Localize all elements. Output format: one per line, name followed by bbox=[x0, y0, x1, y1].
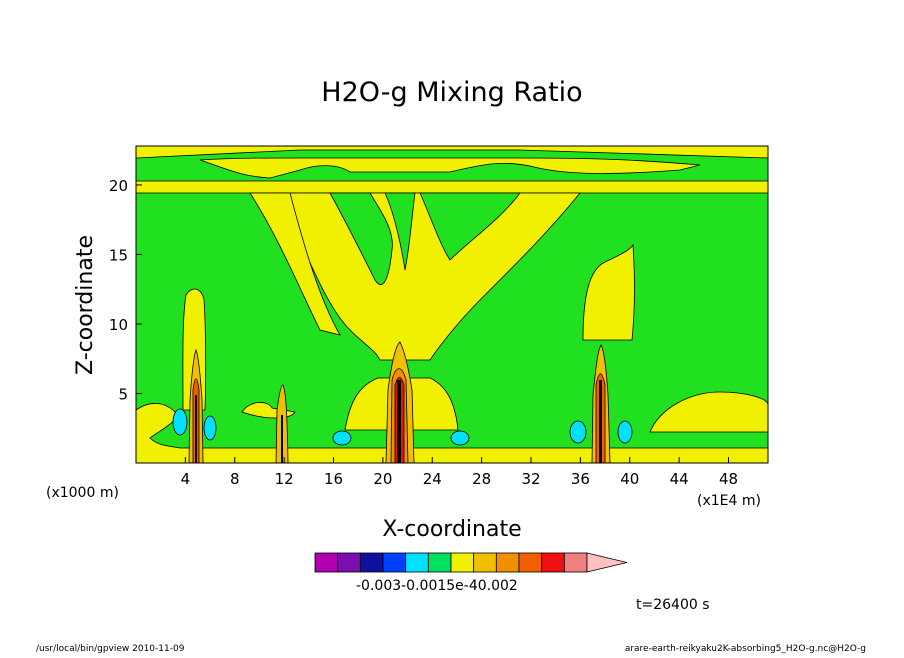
colorbar-swatch bbox=[405, 552, 429, 573]
footer-right: arare-earth-reikyaku2K-absorbing5_H2O-g.… bbox=[625, 644, 866, 654]
right-yellow-column bbox=[582, 243, 635, 341]
plume-green-center bbox=[384, 192, 416, 271]
cyan-patch-2 bbox=[203, 415, 217, 441]
colorbar-swatch bbox=[518, 552, 543, 573]
x-unit-right: (x1E4 m) bbox=[697, 493, 761, 509]
time-label: t=26400 s bbox=[636, 597, 710, 613]
colorbar-swatch bbox=[337, 552, 361, 573]
colorbar-swatch bbox=[382, 552, 407, 573]
x-tick-label: 24 bbox=[423, 470, 442, 488]
upper-yellow-lobe bbox=[199, 157, 701, 179]
convective-column-2 bbox=[275, 384, 289, 463]
left-yellow-region bbox=[249, 192, 341, 336]
x-tick-label: 12 bbox=[275, 470, 294, 488]
x-tick-label: 16 bbox=[324, 470, 343, 488]
x-tick-label: 28 bbox=[472, 470, 491, 488]
colorbar bbox=[314, 552, 628, 573]
x-tick-label: 36 bbox=[571, 470, 590, 488]
right-yellow-blob bbox=[649, 391, 768, 433]
cyan-patch-3 bbox=[332, 430, 352, 446]
colorbar-swatch bbox=[563, 552, 588, 573]
contour-field bbox=[136, 146, 768, 463]
convective-column-1 bbox=[188, 348, 204, 463]
tropopause-band bbox=[136, 180, 768, 194]
y-axis-ticks: 5 10 15 20 bbox=[109, 177, 142, 403]
footer-left: /usr/local/bin/gpview 2010-11-09 bbox=[36, 644, 185, 654]
colorbar-swatch bbox=[427, 552, 452, 573]
x-axis-ticks: 4 8 12 16 20 24 28 32 36 40 44 48 bbox=[181, 457, 738, 488]
cyan-patch-4 bbox=[450, 430, 470, 446]
y-tick-label: 10 bbox=[109, 316, 128, 334]
x-tick-label: 8 bbox=[230, 470, 240, 488]
colorbar-extension bbox=[586, 552, 628, 573]
x-tick-label: 20 bbox=[373, 470, 392, 488]
colorbar-swatch bbox=[495, 552, 520, 573]
colorbar-labels: -0.003-0.0015e-40.002 bbox=[356, 578, 518, 594]
cyan-patch-6 bbox=[617, 420, 633, 444]
colorbar-swatch bbox=[314, 552, 339, 573]
y-tick-label: 15 bbox=[109, 246, 128, 264]
x-tick-label: 48 bbox=[719, 470, 738, 488]
plume-green-left bbox=[329, 192, 393, 285]
convective-column-4 bbox=[591, 344, 611, 463]
x-tick-label: 4 bbox=[181, 470, 191, 488]
x-axis-label: X-coordinate bbox=[382, 517, 521, 542]
cyan-patch-1 bbox=[172, 408, 188, 436]
x-unit-left: (x1000 m) bbox=[46, 485, 119, 501]
plot-frame bbox=[135, 145, 769, 464]
colorbar-swatch bbox=[541, 552, 565, 573]
colorbar-swatch bbox=[359, 552, 384, 573]
x-tick-label: 32 bbox=[521, 470, 540, 488]
colorbar-swatch bbox=[473, 552, 497, 573]
plume-green-right bbox=[419, 192, 521, 261]
cyan-patch-5 bbox=[569, 420, 587, 444]
y-axis-label: Z-coordinate bbox=[73, 235, 98, 375]
y-tick-label: 20 bbox=[109, 177, 128, 195]
upper-yellow-band bbox=[136, 146, 768, 159]
x-tick-label: 40 bbox=[620, 470, 639, 488]
lower-yellow-layer bbox=[136, 403, 768, 463]
central-plume bbox=[274, 192, 581, 361]
y-tick-label: 5 bbox=[118, 385, 128, 403]
convective-column-3 bbox=[385, 341, 415, 463]
colorbar-swatch bbox=[450, 552, 475, 573]
x-tick-label: 44 bbox=[670, 470, 689, 488]
chart-title: H2O-g Mixing Ratio bbox=[321, 77, 582, 108]
